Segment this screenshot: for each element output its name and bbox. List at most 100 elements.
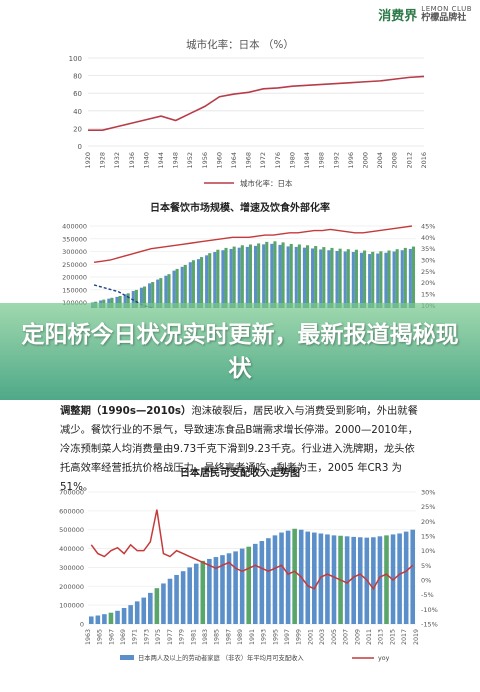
y-tick-label: 0	[78, 143, 82, 151]
right-tick-label: -5%	[421, 591, 434, 599]
x-tick-label: 1967	[108, 629, 115, 645]
bar-market	[359, 252, 364, 308]
x-tick-label: 2003	[319, 629, 326, 645]
x-tick-label: 1960	[215, 152, 223, 169]
bar-growth	[330, 247, 334, 308]
x-tick-label: 1989	[237, 629, 244, 645]
bar-income	[305, 531, 311, 624]
bar-market	[327, 250, 331, 308]
brand-logo: 消费界 LEMON CLUB 柠檬品牌社	[378, 4, 472, 24]
income-chart: 日本居民可支配收入走势图 700000 600000 500000 400000 3000…	[38, 462, 442, 687]
bar-income	[266, 538, 271, 624]
x-tick-label: 2011	[366, 629, 373, 645]
left-tick-label: 700000	[59, 489, 84, 497]
x-tick-label: 2013	[378, 629, 385, 645]
x-tick-label: 1969	[120, 629, 127, 645]
x-tick-label: 2009	[354, 629, 361, 645]
bar-income	[102, 614, 107, 624]
x-tick-label: 1968	[245, 152, 253, 169]
bar-growth	[395, 249, 399, 308]
right-tick-label: 30%	[421, 257, 435, 265]
bar-income	[134, 601, 140, 624]
x-tick-label: 2000	[362, 152, 370, 169]
left-tick-label: 100000	[59, 602, 84, 610]
legend-label: 城市化率：日本	[240, 178, 293, 188]
right-tick-label: 30%	[421, 489, 435, 497]
right-tick-label: -10%	[421, 606, 438, 614]
x-tick-label: 1963	[85, 629, 92, 645]
chart-title: 日本餐饮市场规模、增速及饮食外部化率	[150, 201, 330, 214]
logo-sub: LEMON CLUB 柠檬品牌社	[421, 5, 472, 23]
left-tick-label: 0	[80, 621, 84, 629]
right-tick-label: 35%	[421, 245, 435, 253]
bar-income	[397, 533, 402, 624]
bar-income	[272, 535, 278, 624]
bar-growth	[379, 251, 383, 308]
x-tick-label: 1928	[99, 152, 107, 169]
bar-growth	[305, 245, 310, 308]
bar-market	[213, 252, 217, 308]
bar-income	[200, 560, 206, 624]
x-tick-label: 1980	[288, 152, 296, 169]
bar-growth	[346, 249, 350, 308]
x-tick-label: 1972	[259, 152, 267, 169]
bar-income	[154, 588, 160, 624]
x-tick-label: 1988	[318, 152, 326, 169]
bar-market	[319, 249, 323, 308]
y-tick-label: 100	[69, 55, 82, 63]
bar-income	[239, 548, 245, 624]
x-tick-label: 1999	[296, 629, 303, 645]
x-tick-label: 1993	[261, 629, 268, 645]
bar-market	[205, 255, 209, 308]
bar-growth	[126, 293, 130, 308]
bar-market	[376, 253, 380, 308]
bar-market	[311, 248, 315, 308]
bar-income	[174, 574, 179, 624]
bar-income	[207, 558, 212, 624]
bar-growth	[403, 247, 407, 308]
right-tick-label: 0%	[421, 577, 431, 585]
bar-market	[180, 266, 184, 308]
paragraph-lead: 调整期（1990s—2010s）	[60, 405, 192, 417]
bar-market	[229, 248, 233, 308]
bar-market	[335, 250, 339, 308]
yoy-line	[90, 509, 414, 591]
headline-banner: 定阳桥今日状况实时更新，最新报道揭秘现状	[0, 303, 480, 400]
red-line	[93, 225, 413, 263]
bar-growth	[167, 274, 171, 308]
bar-growth	[289, 243, 293, 308]
bar-growth	[200, 257, 204, 308]
right-tick-label: 15%	[421, 291, 435, 299]
bar-market	[278, 244, 282, 308]
bar-income	[88, 616, 94, 624]
bar-growth	[411, 246, 416, 308]
bar-growth	[110, 297, 114, 308]
bar-market	[302, 247, 306, 308]
x-tick-label: 1992	[332, 152, 340, 169]
bar-market	[368, 254, 372, 308]
bar-income	[95, 615, 101, 624]
x-tick-label: 1985	[214, 629, 221, 645]
right-tick-label: 20%	[421, 279, 435, 287]
right-tick-label: 5%	[421, 562, 431, 570]
x-tick-label: 1995	[272, 629, 279, 645]
legend-swatch-income	[120, 655, 134, 660]
right-tick-label: -15%	[421, 621, 438, 629]
x-tick-label: 1971	[132, 629, 139, 645]
x-tick-label: 1948	[172, 152, 180, 169]
chart-title: 城市化率：日本 （%）	[186, 38, 294, 51]
bar-market	[115, 296, 119, 308]
bar-income	[121, 607, 127, 624]
x-tick-label: 1973	[143, 629, 150, 645]
bar-market	[253, 245, 258, 308]
x-tick-label: 1940	[142, 152, 150, 169]
x-tick-label: 1983	[202, 629, 209, 645]
logo-en: LEMON CLUB	[421, 5, 472, 13]
bar-growth	[159, 278, 163, 308]
left-tick-label: 300000	[62, 248, 87, 256]
right-tick-label: 25%	[421, 503, 435, 511]
bar-income	[410, 529, 416, 624]
bar-growth	[151, 282, 155, 308]
bar-market	[351, 252, 355, 308]
x-tick-label: 2019	[413, 629, 420, 645]
